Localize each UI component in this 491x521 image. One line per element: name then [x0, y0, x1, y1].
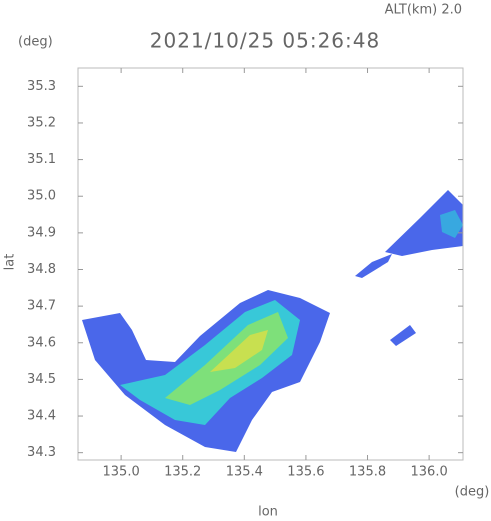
x-tick-label: 135.2 [164, 465, 201, 480]
x-tick-label: 135.0 [103, 465, 140, 480]
x-unit: (deg) [455, 485, 490, 500]
plot-frame [77, 67, 464, 461]
y-tick-label: 35.3 [27, 79, 56, 94]
x-tick-label: 135.8 [349, 465, 386, 480]
radar-echo [82, 190, 463, 452]
echo-low [355, 254, 392, 278]
y-unit: (deg) [18, 35, 53, 50]
chart-title: 2021/10/25 05:26:48 [150, 29, 380, 53]
y-tick-label: 34.6 [27, 335, 56, 350]
y-tick-label: 34.8 [27, 262, 56, 277]
y-tick-label: 35.2 [27, 115, 56, 130]
y-tick-label: 34.9 [27, 225, 56, 240]
echo-mid [440, 210, 463, 238]
y-tick-label: 34.7 [27, 299, 56, 314]
y-axis-label: lat [3, 254, 18, 271]
echo-low [390, 325, 416, 346]
y-tick-label: 34.5 [27, 372, 56, 387]
x-axis-label: lon [258, 505, 278, 520]
x-tick-label: 135.4 [226, 465, 263, 480]
y-tick-label: 34.3 [27, 445, 56, 460]
x-tick-label: 135.6 [287, 465, 324, 480]
y-tick-label: 35.0 [27, 189, 56, 204]
x-tick-label: 136.0 [411, 465, 448, 480]
y-tick-label: 34.4 [27, 409, 56, 424]
echo-peak [210, 330, 268, 372]
y-tick-label: 35.1 [27, 152, 56, 167]
echo-low [385, 190, 463, 256]
altitude-label: ALT(km) 2.0 [385, 3, 462, 18]
